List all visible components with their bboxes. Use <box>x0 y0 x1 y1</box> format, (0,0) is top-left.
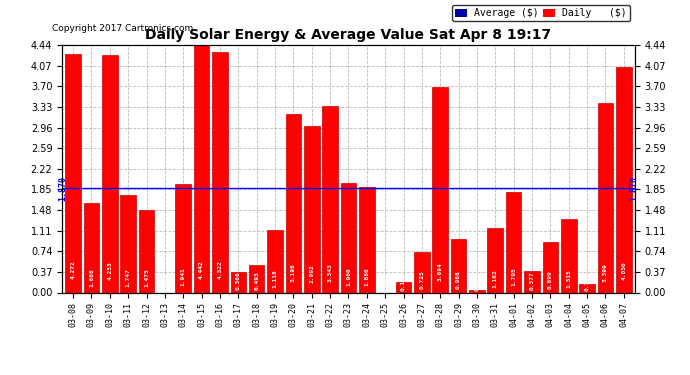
Bar <box>322 106 338 292</box>
Bar <box>598 103 613 292</box>
Text: 1.608: 1.608 <box>89 268 94 287</box>
Text: 4.322: 4.322 <box>217 261 222 279</box>
Bar <box>304 126 319 292</box>
Bar <box>433 87 448 292</box>
Text: 0.000: 0.000 <box>383 273 388 291</box>
Text: 0.966: 0.966 <box>456 270 461 289</box>
Bar <box>469 290 485 292</box>
Bar <box>267 230 283 292</box>
Bar <box>561 219 577 292</box>
Title: Daily Solar Energy & Average Value Sat Apr 8 19:17: Daily Solar Energy & Average Value Sat A… <box>146 28 551 42</box>
Text: 1.941: 1.941 <box>181 267 186 286</box>
Bar <box>359 188 375 292</box>
Text: 1.118: 1.118 <box>273 270 277 288</box>
Bar <box>83 203 99 292</box>
Text: 0.899: 0.899 <box>548 270 553 289</box>
Text: 3.399: 3.399 <box>603 263 608 282</box>
Bar <box>616 67 631 292</box>
Bar <box>580 284 595 292</box>
Bar <box>102 56 117 292</box>
Text: Copyright 2017 Cartronics.com: Copyright 2017 Cartronics.com <box>52 24 193 33</box>
Text: 4.272: 4.272 <box>70 261 76 279</box>
Text: 4.253: 4.253 <box>108 261 112 279</box>
Bar <box>506 192 522 292</box>
Text: 1.870: 1.870 <box>629 176 638 201</box>
Text: 1.162: 1.162 <box>493 269 497 288</box>
Text: 0.377: 0.377 <box>529 272 535 290</box>
Bar <box>414 252 430 292</box>
Bar <box>488 228 503 292</box>
Bar <box>66 54 81 292</box>
Bar <box>175 184 191 292</box>
Text: 0.000: 0.000 <box>162 273 168 291</box>
Bar <box>120 195 136 292</box>
Text: 1.315: 1.315 <box>566 269 571 288</box>
Text: 1.960: 1.960 <box>346 267 351 286</box>
Bar <box>139 210 155 292</box>
Bar <box>286 114 301 292</box>
Bar <box>341 183 356 292</box>
Text: 0.186: 0.186 <box>401 272 406 291</box>
Text: 1.747: 1.747 <box>126 268 130 286</box>
Bar <box>396 282 411 292</box>
Bar <box>451 238 466 292</box>
Text: 3.694: 3.694 <box>437 262 443 281</box>
Text: 4.050: 4.050 <box>621 261 627 280</box>
Legend: Average ($), Daily   ($): Average ($), Daily ($) <box>452 5 630 21</box>
Text: 1.475: 1.475 <box>144 268 149 287</box>
Text: 0.038: 0.038 <box>475 273 480 291</box>
Text: 3.343: 3.343 <box>328 263 333 282</box>
Text: 0.156: 0.156 <box>584 272 589 291</box>
Text: 2.992: 2.992 <box>309 264 314 283</box>
Bar <box>524 272 540 292</box>
Text: 0.366: 0.366 <box>236 272 241 290</box>
Text: 1.795: 1.795 <box>511 268 516 286</box>
Text: 0.493: 0.493 <box>254 271 259 290</box>
Text: 3.198: 3.198 <box>291 264 296 282</box>
Bar <box>249 265 264 292</box>
Text: 4.442: 4.442 <box>199 260 204 279</box>
Text: 0.725: 0.725 <box>420 271 424 290</box>
Text: 1.886: 1.886 <box>364 267 369 286</box>
Text: 1.870: 1.870 <box>59 176 68 201</box>
Bar <box>230 272 246 292</box>
Bar <box>194 45 209 292</box>
Bar <box>542 242 558 292</box>
Bar <box>212 52 228 292</box>
